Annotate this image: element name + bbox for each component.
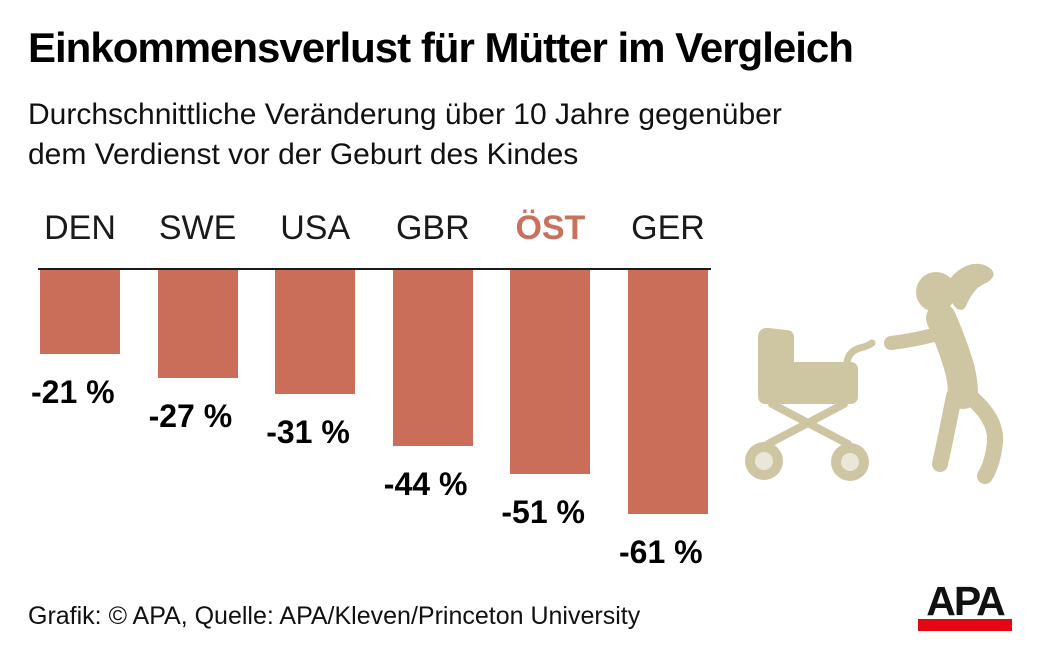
- value-label-SWE: -27 %: [148, 398, 233, 434]
- pram-body: [758, 327, 858, 404]
- bar-ÖST: [510, 270, 591, 474]
- value-label-GBR: -44 %: [383, 466, 468, 502]
- value-label-GER: -61 %: [619, 534, 703, 570]
- bar-SWE: [157, 270, 238, 378]
- woman-head: [916, 272, 956, 312]
- page-title: Einkommensverlust für Mütter im Vergleic…: [28, 24, 854, 71]
- apa-logo-red-bar: [918, 619, 1012, 631]
- woman-back-leg: [959, 386, 1004, 484]
- bar-DEN: [40, 270, 120, 354]
- subtitle: Durchschnittliche Veränderung über 10 Ja…: [28, 95, 782, 175]
- apa-logo: APA: [918, 581, 1012, 633]
- value-label-ÖST: -51 %: [501, 494, 585, 530]
- woman-front-leg: [932, 388, 962, 472]
- woman-arm: [884, 324, 955, 350]
- subtitle-line-1: Durchschnittliche Veränderung über 10 Ja…: [28, 98, 782, 131]
- pram-legs: [764, 400, 852, 448]
- value-label-DEN: -21 %: [31, 374, 115, 410]
- pram-handle: [843, 339, 876, 366]
- bar-USA: [275, 270, 356, 394]
- bar-GBR: [392, 270, 473, 446]
- subtitle-line-2: dem Verdienst vor der Geburt des Kindes: [28, 138, 579, 171]
- woman-ponytail: [947, 263, 994, 310]
- category-label-ÖST: ÖST: [515, 209, 586, 247]
- category-label-SWE: SWE: [158, 209, 237, 247]
- category-label-GBR: GBR: [395, 209, 470, 247]
- bar-GER: [628, 270, 708, 514]
- value-label-USA: -31 %: [266, 414, 350, 450]
- apa-logo-text: APA: [926, 578, 1006, 624]
- chart-baseline-axis: [38, 268, 711, 270]
- source-credit: Grafik: © APA, Quelle: APA/Kleven/Prince…: [28, 602, 641, 630]
- mother-with-pram-illustration: [745, 263, 1004, 484]
- category-label-USA: USA: [280, 209, 351, 247]
- category-label-DEN: DEN: [44, 209, 116, 247]
- category-label-GER: GER: [631, 209, 705, 247]
